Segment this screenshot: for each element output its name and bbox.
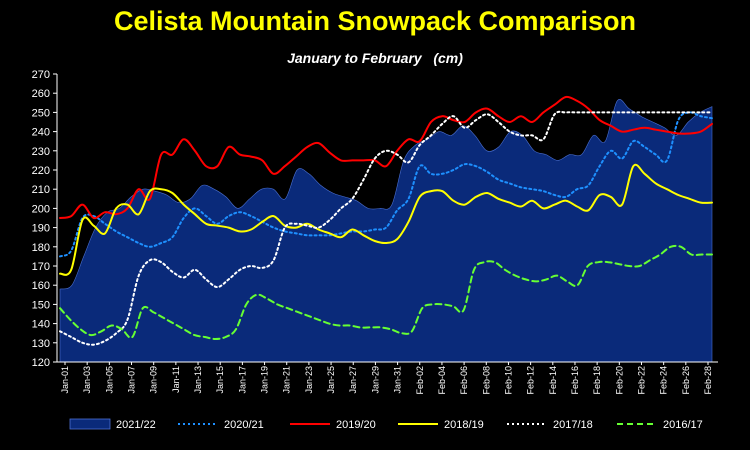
x-tick-label: Jan-03 <box>82 366 92 394</box>
x-tick-label: Feb-16 <box>570 366 580 395</box>
series-2021-22-area <box>59 99 713 363</box>
y-tick-label: 240 <box>32 127 50 139</box>
x-tick-label: Feb-26 <box>681 366 691 395</box>
plot-area <box>59 95 713 363</box>
y-tick-label: 180 <box>32 242 50 254</box>
x-tick-label: Feb-04 <box>437 366 447 395</box>
chart-subtitle: January to February (cm) <box>287 50 463 66</box>
y-tick-label: 120 <box>32 357 50 369</box>
x-tick-label: Jan-05 <box>104 366 114 394</box>
x-tick-label: Feb-20 <box>614 366 624 395</box>
legend-2020-21-label: 2020/21 <box>224 419 264 431</box>
series-2016-17-line <box>59 244 713 341</box>
x-tick-label: Feb-14 <box>548 366 558 395</box>
legend-2019-20-label: 2019/20 <box>336 419 376 431</box>
x-tick-label: Jan-09 <box>149 366 159 394</box>
x-tick-label: Jan-27 <box>348 366 358 394</box>
x-tick-label: Jan-07 <box>127 366 137 394</box>
x-tick-label: Feb-24 <box>659 366 669 395</box>
y-tick-label: 270 <box>32 69 50 81</box>
x-tick-label: Feb-08 <box>481 366 491 395</box>
x-tick-label: Jan-29 <box>370 366 380 394</box>
y-tick-label: 140 <box>32 319 50 331</box>
legend-2017-18-label: 2017/18 <box>553 419 593 431</box>
x-tick-label: Jan-01 <box>60 366 70 394</box>
y-tick-label: 190 <box>32 223 50 235</box>
x-tick-label: Feb-10 <box>503 366 513 395</box>
series-2020-21-line <box>59 111 713 258</box>
x-tick-label: Jan-21 <box>282 366 292 394</box>
legend: 2021/22 2020/21 2019/20 2018/19 2017/18 2016/… <box>69 418 703 431</box>
legend-2021-22-swatch <box>69 418 111 430</box>
x-tick-label: Jan-19 <box>260 366 270 394</box>
x-tick-label: Jan-11 <box>171 366 181 393</box>
legend-2021-22-label: 2021/22 <box>116 419 156 431</box>
x-tick-label: Feb-06 <box>459 366 469 395</box>
x-tick-label: Jan-15 <box>215 366 225 394</box>
x-tick-label: Feb-28 <box>703 366 713 395</box>
legend-2018-19-label: 2018/19 <box>444 419 484 431</box>
x-tick-label: Feb-02 <box>415 366 425 395</box>
legend-2016-17-label: 2016/17 <box>663 419 703 431</box>
y-tick-label: 130 <box>32 338 50 350</box>
chart-title: Celista Mountain Snowpack Comparison <box>113 6 637 36</box>
y-tick-label: 260 <box>32 88 50 100</box>
axes: 120 130 140 150 160 170 180 190 200 210 220 230 240 2… <box>32 69 718 395</box>
x-tick-label: Feb-18 <box>592 366 602 395</box>
x-tick-label: Jan-13 <box>193 366 203 394</box>
y-tick-label: 230 <box>32 146 50 158</box>
x-tick-label: Jan-17 <box>237 366 247 394</box>
x-tick-label: Feb-12 <box>526 366 536 395</box>
y-tick-label: 150 <box>32 299 50 311</box>
y-tick-label: 210 <box>32 184 50 196</box>
series-2018-19-line <box>59 163 713 276</box>
series-2019-20-line <box>59 95 713 220</box>
y-tick-label: 220 <box>32 165 50 177</box>
x-tick-label: Jan-23 <box>304 366 314 394</box>
x-tick-label: Feb-22 <box>636 366 646 395</box>
y-tick-label: 200 <box>32 203 50 215</box>
y-tick-label: 250 <box>32 107 50 119</box>
series-2017-18-line <box>59 110 713 346</box>
y-tick-label: 170 <box>32 261 50 273</box>
x-tick-label: Jan-25 <box>326 366 336 394</box>
x-tick-label: Jan-31 <box>393 366 403 394</box>
y-tick-label: 160 <box>32 280 50 292</box>
